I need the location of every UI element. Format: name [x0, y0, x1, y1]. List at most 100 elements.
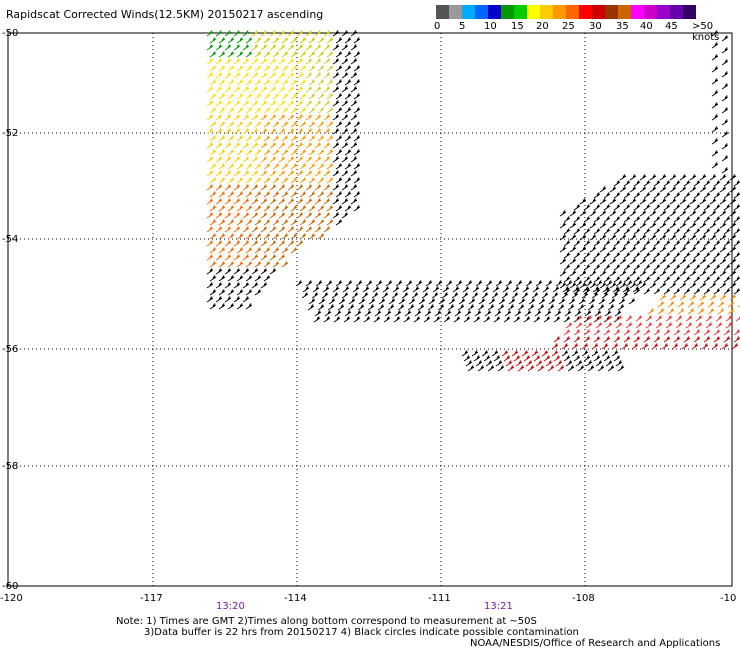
wind-barb: [299, 177, 307, 184]
wind-barb: [485, 280, 493, 287]
wind-barb: [314, 128, 322, 135]
scale-swatch: [501, 5, 514, 19]
wind-barb: [236, 247, 244, 254]
wind-barb: [601, 350, 609, 357]
wind-barb: [374, 310, 382, 317]
wind-barb: [236, 303, 244, 310]
wind-barb: [308, 65, 316, 72]
wind-barb: [312, 286, 320, 293]
wind-barb: [589, 198, 597, 205]
wind-barb: [413, 316, 421, 323]
wind-barb: [281, 65, 289, 72]
wind-barb: [269, 254, 277, 261]
wind-barb: [272, 107, 280, 114]
wind-barb: [206, 282, 214, 289]
wind-barb: [215, 268, 223, 275]
wind-barb: [468, 298, 476, 305]
wind-barb: [473, 355, 481, 362]
wind-barb: [305, 72, 313, 79]
wind-barb: [218, 121, 226, 128]
wind-barb: [296, 128, 304, 135]
wind-barb: [347, 304, 355, 311]
wind-barb: [290, 247, 298, 254]
wind-barb: [224, 170, 232, 177]
wind-barb: [561, 350, 569, 357]
wind-barb: [281, 79, 289, 86]
wind-barb: [609, 246, 617, 253]
wind-barb: [350, 100, 358, 107]
wind-barb: [653, 192, 661, 199]
wind-barb: [699, 282, 707, 289]
wind-barb: [442, 286, 450, 293]
wind-barb: [242, 114, 250, 121]
wind-barb: [583, 288, 591, 295]
wind-barb: [713, 228, 721, 235]
wind-barb: [477, 365, 485, 372]
wind-barb: [667, 308, 675, 315]
wind-barb: [209, 303, 217, 310]
lon-tick-label: -111: [428, 593, 451, 604]
wind-barb: [251, 240, 259, 247]
wind-barb: [432, 286, 440, 293]
wind-barb: [290, 205, 298, 212]
wind-barb: [242, 30, 250, 37]
wind-barb: [537, 304, 545, 311]
wind-barb: [372, 286, 380, 293]
wind-barb: [613, 264, 621, 271]
wind-barb: [245, 177, 253, 184]
wind-barb: [338, 298, 346, 305]
wind-barb: [625, 315, 633, 322]
wind-barb: [358, 298, 366, 305]
wind-barb: [517, 365, 525, 372]
wind-barb: [296, 240, 304, 247]
wind-barb: [578, 298, 586, 305]
wind-barb: [382, 286, 390, 293]
wind-barb: [485, 360, 493, 367]
wind-barb: [593, 252, 601, 259]
wind-barb: [711, 30, 719, 37]
wind-barb: [699, 198, 707, 205]
wind-barb: [584, 310, 592, 317]
wind-barb: [663, 216, 671, 223]
wind-barb: [563, 276, 571, 283]
lon-tick-label: -10: [720, 593, 737, 604]
wind-barb: [206, 86, 214, 93]
wind-barb: [242, 142, 250, 149]
wind-barb: [545, 360, 553, 367]
wind-barb: [585, 315, 593, 322]
wind-barb: [669, 186, 677, 193]
wind-barb: [323, 226, 331, 233]
wind-barb: [505, 360, 513, 367]
wind-barb: [527, 365, 535, 372]
wind-barb: [643, 288, 651, 295]
wind-barb: [595, 360, 603, 367]
wind-barb: [605, 315, 613, 322]
wind-barb: [653, 252, 661, 259]
wind-barb: [675, 322, 683, 329]
wind-barb: [263, 205, 271, 212]
wind-barb: [655, 322, 663, 329]
wind-barb: [414, 310, 422, 317]
wind-barb: [727, 308, 735, 315]
wind-barb: [278, 100, 286, 107]
scale-swatch: [553, 5, 566, 19]
wind-barb: [493, 316, 501, 323]
wind-barb: [705, 315, 713, 322]
wind-barb: [447, 304, 455, 311]
wind-barb: [323, 142, 331, 149]
wind-barb: [703, 240, 711, 247]
wind-barb: [278, 72, 286, 79]
wind-barb: [701, 343, 709, 350]
wind-barb: [215, 114, 223, 121]
wind-barb: [299, 149, 307, 156]
wind-barb: [209, 107, 217, 114]
wind-barb: [344, 205, 352, 212]
wind-barb: [236, 37, 244, 44]
wind-barb: [308, 219, 316, 226]
wind-barb: [619, 282, 627, 289]
wind-barb: [559, 210, 567, 217]
wind-barb: [326, 37, 334, 44]
wind-barb: [614, 310, 622, 317]
wind-barb: [272, 247, 280, 254]
wind-barb: [233, 156, 241, 163]
